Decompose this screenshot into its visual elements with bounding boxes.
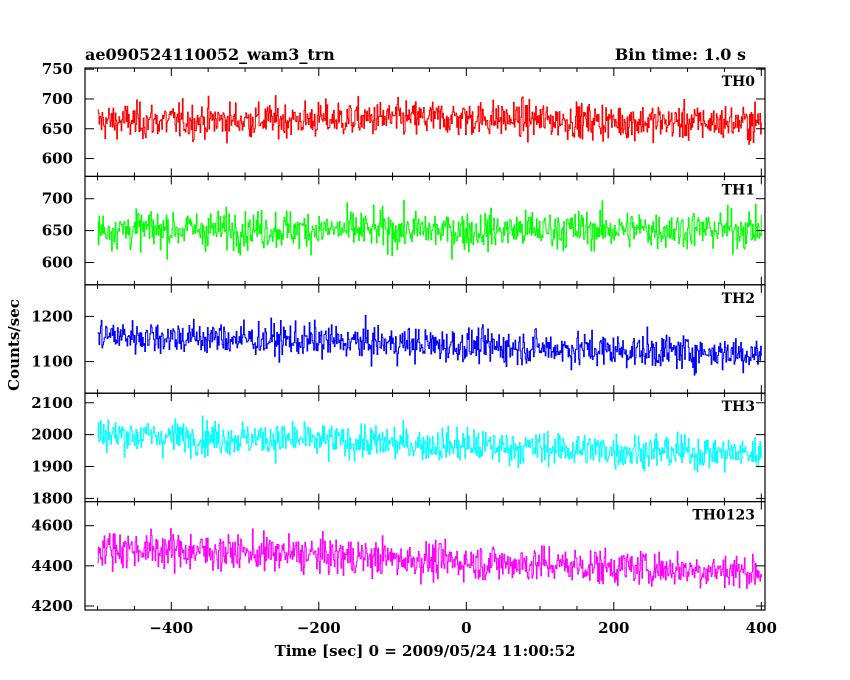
y-tick-label: 650 xyxy=(42,120,73,138)
y-tick-label: 600 xyxy=(42,253,73,271)
panel-frame xyxy=(84,501,766,611)
panel-frame xyxy=(84,392,766,503)
x-axis: −400 −200 0 200 400 xyxy=(149,619,777,637)
y-tick-label: 700 xyxy=(42,190,73,208)
series-line-th1 xyxy=(97,199,763,260)
x-tick-label: 0 xyxy=(461,619,471,637)
panel-label-th1: TH1 xyxy=(722,182,755,198)
y-tick-label: 1900 xyxy=(31,458,73,476)
panel-th0123: 4200 4400 4600 TH0123 xyxy=(31,501,766,615)
y-tick-label: 700 xyxy=(42,90,73,108)
panel-th1: 600 650 700 TH1 xyxy=(42,175,766,286)
y-tick-label: 600 xyxy=(42,150,73,168)
panel-th0: 600 650 700 750 TH0 xyxy=(42,60,766,178)
bin-time-label: Bin time: 1.0 s xyxy=(615,45,746,64)
y-tick-label: 4200 xyxy=(31,597,73,615)
series-line-th0 xyxy=(97,95,763,145)
y-axis-label: Counts/sec xyxy=(5,299,23,391)
y-tick-label: 2100 xyxy=(31,394,73,412)
y-tick-label: 1100 xyxy=(31,353,73,371)
series-line-th2 xyxy=(97,314,763,376)
x-tick-label: −400 xyxy=(149,619,193,637)
y-tick-label: 750 xyxy=(42,60,73,78)
x-tick-label: 400 xyxy=(746,619,777,637)
x-tick-label: −200 xyxy=(297,619,341,637)
panel-th3: 1800 1900 2000 2100 TH3 xyxy=(31,392,766,507)
y-tick-label: 1200 xyxy=(31,307,73,325)
y-tick-label: 4600 xyxy=(31,517,73,535)
chart-title: ae090524110052_wam3_trn xyxy=(85,45,335,64)
series-line-th0123 xyxy=(97,528,763,589)
panel-label-th3: TH3 xyxy=(722,399,755,415)
panel-label-th0123: TH0123 xyxy=(692,508,755,524)
y-tick-label: 1800 xyxy=(31,489,73,507)
x-axis-label: Time [sec] 0 = 2009/05/24 11:00:52 xyxy=(275,642,576,660)
series-line-th3 xyxy=(97,415,763,473)
y-tick-label: 2000 xyxy=(31,426,73,444)
panels-group: 600 650 700 750 TH0 600 650 700 TH1 1100 1200 TH2 18… xyxy=(31,60,766,615)
panel-label-th0: TH0 xyxy=(722,74,756,90)
panel-th2: 1100 1200 TH2 xyxy=(31,284,766,394)
panel-label-th2: TH2 xyxy=(722,291,755,307)
y-tick-label: 650 xyxy=(42,222,73,240)
x-tick-label: 200 xyxy=(598,619,629,637)
y-tick-label: 4400 xyxy=(31,557,73,575)
